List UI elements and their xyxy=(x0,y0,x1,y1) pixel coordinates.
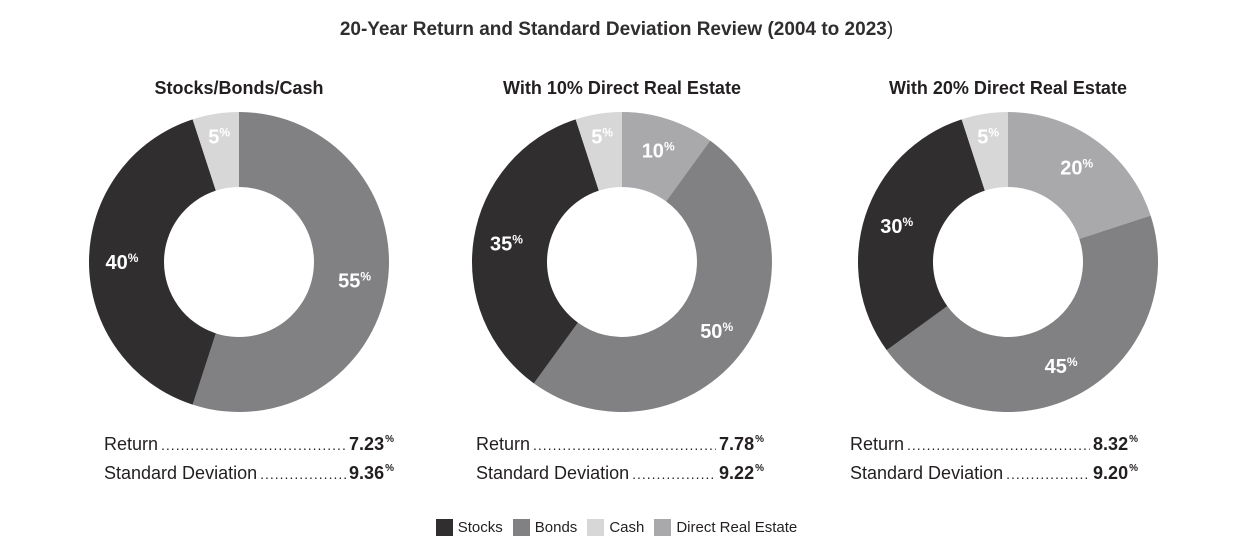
stat-value: 8.32% xyxy=(1093,434,1138,454)
donut-chart-3: 20% 45% 30% 5% xyxy=(858,112,1158,412)
donut-slice-direct-real-estate xyxy=(622,112,711,202)
stat-row-return: Return .................................… xyxy=(104,434,394,463)
stat-label: Return xyxy=(104,434,159,454)
donut-slice-bonds xyxy=(533,140,772,412)
slice-label: 55% xyxy=(338,269,371,292)
stat-value: 7.23% xyxy=(349,434,394,454)
stat-value: 9.22% xyxy=(719,463,764,483)
leader-dots: ........................................… xyxy=(260,466,346,482)
stat-label: Standard Deviation xyxy=(104,463,258,483)
slice-label: 40% xyxy=(106,251,139,274)
leader-dots: ........................................… xyxy=(632,466,716,482)
stat-row-return: Return .................................… xyxy=(850,434,1138,463)
slice-label: 10% xyxy=(642,140,675,163)
legend-label: Direct Real Estate xyxy=(676,519,798,536)
legend-item-direct-real-estate: Direct Real Estate xyxy=(654,519,797,536)
legend-label: Bonds xyxy=(534,519,578,536)
leader-dots: ........................................… xyxy=(533,437,717,453)
stat-label: Return xyxy=(476,434,531,454)
donut-slice-cash xyxy=(575,112,622,191)
legend-label: Cash xyxy=(609,519,645,536)
donut-chart-1: 55% 40% 5% xyxy=(89,112,389,412)
slice-label: 45% xyxy=(1045,355,1078,378)
legend-label: Stocks xyxy=(457,519,503,536)
slice-label: 50% xyxy=(700,320,733,343)
stat-row-std-dev: Standard Deviation .....................… xyxy=(850,463,1138,492)
panel-title-1: Stocks/Bonds/Cash xyxy=(154,78,324,98)
leader-dots: ........................................… xyxy=(161,437,347,453)
leader-dots: ........................................… xyxy=(1006,466,1090,482)
stats-panel-2: Return .................................… xyxy=(476,434,764,492)
donut-slice-stocks xyxy=(472,119,599,384)
panel-title-3: With 20% Direct Real Estate xyxy=(889,78,1127,98)
stat-value: 7.78% xyxy=(719,434,764,454)
stat-value: 9.20% xyxy=(1093,463,1138,483)
legend-item-stocks: Stocks xyxy=(435,519,503,536)
stat-label: Standard Deviation xyxy=(476,463,630,483)
donut-slice-bonds xyxy=(886,215,1158,412)
stat-label: Standard Deviation xyxy=(850,463,1004,483)
leader-dots: ........................................… xyxy=(907,437,1091,453)
slice-label: 5% xyxy=(977,126,999,149)
donut-slice-bonds xyxy=(192,112,389,412)
stat-row-return: Return .................................… xyxy=(476,434,764,463)
donut-slice-cash xyxy=(192,112,239,191)
panel-title-2: With 10% Direct Real Estate xyxy=(503,78,741,98)
chart-title-close-paren: ) xyxy=(886,19,894,40)
legend-swatch xyxy=(435,519,453,536)
legend-item-cash: Cash xyxy=(587,519,644,536)
stat-row-std-dev: Standard Deviation .....................… xyxy=(104,463,394,492)
donut-slice-stocks xyxy=(858,119,985,351)
slice-label: 20% xyxy=(1060,156,1093,179)
slice-label: 35% xyxy=(490,233,523,256)
legend-swatch xyxy=(654,519,672,536)
stats-panel-1: Return .................................… xyxy=(104,434,394,492)
stat-label: Return xyxy=(850,434,905,454)
legend-swatch xyxy=(512,519,530,536)
donut-slice-stocks xyxy=(89,119,216,405)
donut-slice-direct-real-estate xyxy=(1008,112,1151,239)
chart-title-text: 20-Year Return and Standard Deviation Re… xyxy=(339,19,887,40)
stat-row-std-dev: Standard Deviation .....................… xyxy=(476,463,764,492)
donut-slice-cash xyxy=(961,112,1008,191)
chart-title: 20-Year Return and Standard Deviation Re… xyxy=(0,19,1233,41)
slice-label: 5% xyxy=(591,126,613,149)
slice-label: 30% xyxy=(880,215,913,238)
legend: Stocks Bonds Cash Direct Real Estate xyxy=(0,519,1233,536)
slice-label: 5% xyxy=(208,126,230,149)
stat-value: 9.36% xyxy=(349,463,394,483)
legend-item-bonds: Bonds xyxy=(512,519,578,536)
stats-panel-3: Return .................................… xyxy=(850,434,1138,492)
donut-chart-2: 10% 50% 35% 5% xyxy=(472,112,772,412)
legend-swatch xyxy=(587,519,605,536)
